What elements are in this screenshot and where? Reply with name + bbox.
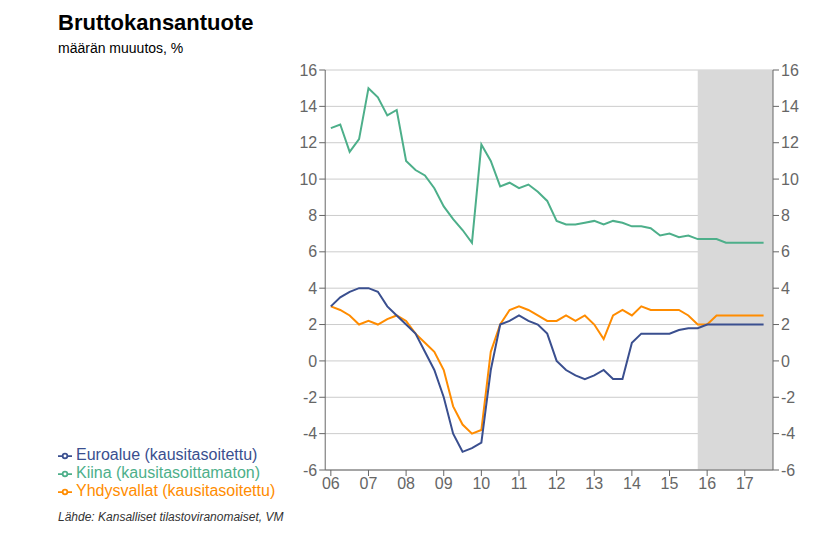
svg-text:06: 06 xyxy=(322,475,340,492)
svg-text:-6: -6 xyxy=(781,462,795,479)
svg-text:14: 14 xyxy=(299,98,317,115)
svg-text:8: 8 xyxy=(781,207,790,224)
html-text:Yhdysvallat (kausitasoitettu): Yhdysvallat (kausitasoitettu) xyxy=(76,482,276,499)
svg-text:16: 16 xyxy=(698,475,716,492)
svg-text:0: 0 xyxy=(308,353,317,370)
svg-text:10: 10 xyxy=(781,171,799,188)
svg-text:13: 13 xyxy=(585,475,603,492)
svg-text:09: 09 xyxy=(435,475,453,492)
svg-text:-2: -2 xyxy=(303,389,317,406)
svg-text:2: 2 xyxy=(781,316,790,333)
svg-text:4: 4 xyxy=(308,280,317,297)
svg-text:-6: -6 xyxy=(303,462,317,479)
svg-text:4: 4 xyxy=(781,280,790,297)
svg-text:12: 12 xyxy=(299,134,317,151)
svg-text:6: 6 xyxy=(781,243,790,260)
svg-text:12: 12 xyxy=(781,134,799,151)
html-text:Kiina (kausitasoittamaton): Kiina (kausitasoittamaton) xyxy=(76,464,261,481)
svg-text:16: 16 xyxy=(299,62,317,79)
svg-text:08: 08 xyxy=(397,475,415,492)
svg-text:12: 12 xyxy=(548,475,566,492)
svg-text:14: 14 xyxy=(623,475,641,492)
svg-text:8: 8 xyxy=(308,207,317,224)
html-text:Bruttokansantuote: Bruttokansantuote xyxy=(58,10,254,35)
svg-text:-2: -2 xyxy=(781,389,795,406)
svg-text:15: 15 xyxy=(661,475,679,492)
svg-text:0: 0 xyxy=(781,353,790,370)
svg-text:16: 16 xyxy=(781,62,799,79)
svg-text:14: 14 xyxy=(781,98,799,115)
svg-text:-4: -4 xyxy=(303,425,317,442)
svg-text:07: 07 xyxy=(360,475,378,492)
svg-text:10: 10 xyxy=(472,475,490,492)
html-text:Lähde: Kansalliset tilastovira: Lähde: Kansalliset tilastoviranomaiset, … xyxy=(58,510,284,524)
html-text:määrän muuutos, %: määrän muuutos, % xyxy=(58,40,184,56)
svg-text:17: 17 xyxy=(736,475,754,492)
html-text:Euroalue (kausitasoitettu): Euroalue (kausitasoitettu) xyxy=(76,446,258,463)
svg-text:6: 6 xyxy=(308,243,317,260)
svg-text:10: 10 xyxy=(299,171,317,188)
svg-text:11: 11 xyxy=(511,475,528,492)
svg-text:2: 2 xyxy=(308,316,317,333)
svg-text:-4: -4 xyxy=(781,425,795,442)
